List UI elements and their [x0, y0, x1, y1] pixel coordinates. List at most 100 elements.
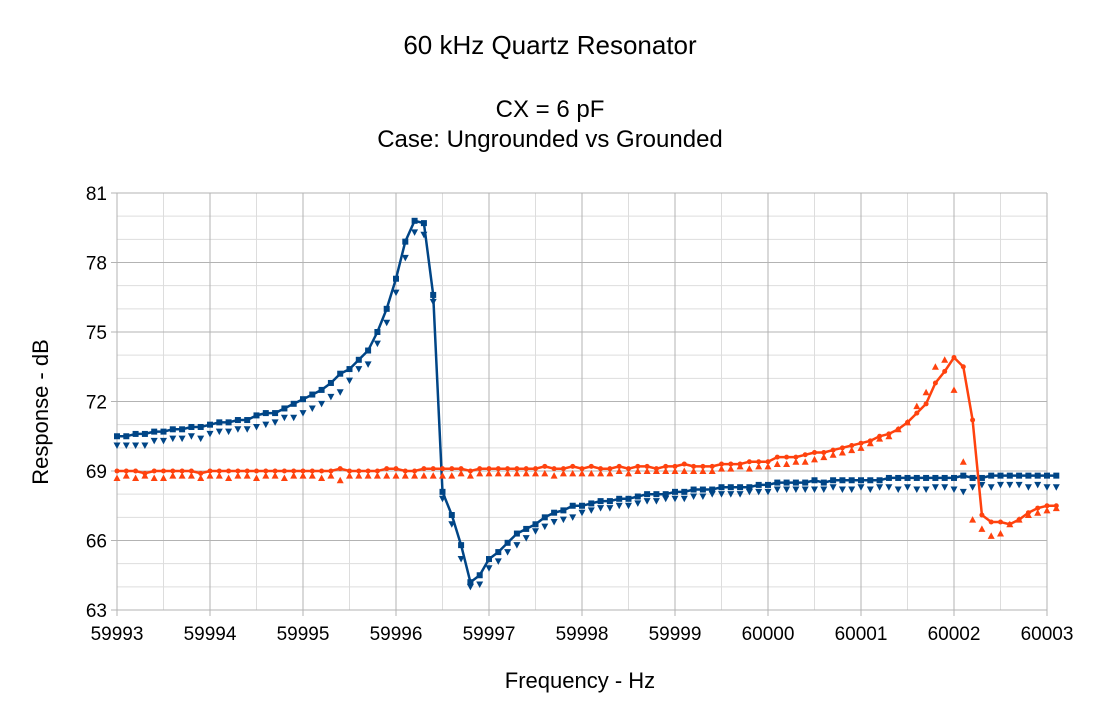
- data-point-triangle-down: [801, 486, 809, 494]
- data-point-triangle-up: [234, 472, 242, 479]
- data-point-dot: [226, 468, 232, 474]
- data-point-triangle-up: [997, 530, 1004, 537]
- data-point-square: [932, 474, 939, 481]
- data-point-triangle-up: [755, 462, 763, 470]
- data-point-triangle-down: [1006, 481, 1014, 489]
- series-3: [113, 356, 1060, 539]
- data-point-triangle-up: [494, 469, 502, 477]
- y-tick-label: 66: [86, 532, 107, 553]
- data-point-triangle-down: [513, 542, 521, 549]
- data-point-triangle-down: [1052, 484, 1060, 491]
- data-point-square: [458, 542, 465, 549]
- data-point-square: [858, 477, 864, 484]
- data-point-triangle-up: [941, 356, 949, 363]
- data-point-square: [216, 419, 223, 426]
- y-tick-label: 72: [86, 393, 107, 414]
- data-point-triangle-up: [485, 469, 493, 477]
- data-point-dot: [300, 468, 306, 474]
- data-point-triangle-down: [1043, 484, 1051, 491]
- series-line: [117, 356, 1057, 526]
- data-point-square: [746, 484, 753, 491]
- data-point-triangle-up: [680, 467, 688, 474]
- data-point-square: [913, 474, 920, 481]
- data-point-triangle-down: [1034, 481, 1042, 489]
- data-point-square: [225, 419, 232, 426]
- data-point-dot: [356, 468, 362, 474]
- data-point-square: [151, 428, 158, 435]
- data-point-triangle-up: [132, 474, 140, 481]
- data-point-triangle-down: [504, 549, 512, 556]
- data-point-triangle-up: [420, 472, 428, 479]
- data-point-square: [179, 426, 186, 433]
- series-1: [113, 229, 1060, 591]
- data-point-triangle-up: [727, 465, 735, 472]
- data-point-dot: [700, 463, 706, 469]
- data-point-square: [383, 305, 390, 312]
- data-point-square: [885, 474, 892, 481]
- data-point-triangle-up: [299, 472, 307, 479]
- data-point-square: [439, 488, 446, 495]
- data-point-triangle-down: [671, 495, 679, 503]
- data-point-triangle-up: [615, 467, 623, 474]
- data-point-dot: [123, 468, 129, 474]
- data-point-triangle-down: [308, 405, 316, 412]
- data-point-square: [579, 502, 585, 509]
- data-point-triangle-up: [931, 363, 939, 370]
- data-point-triangle-up: [866, 439, 874, 447]
- y-tick-label: 81: [86, 184, 107, 205]
- data-point-triangle-up: [160, 474, 167, 481]
- data-point-triangle-down: [969, 484, 977, 491]
- data-point-triangle-down: [699, 493, 707, 500]
- data-point-triangle-down: [215, 428, 223, 436]
- data-point-square: [448, 512, 455, 519]
- data-point-triangle-down: [1024, 484, 1032, 491]
- data-point-dot: [914, 410, 920, 416]
- data-point-triangle-up: [671, 467, 679, 474]
- data-point-triangle-down: [680, 495, 688, 503]
- data-point-dot: [979, 512, 985, 518]
- data-point-dot: [793, 454, 799, 460]
- data-point-square: [411, 217, 418, 224]
- data-point-triangle-up: [327, 472, 335, 479]
- data-point-square: [374, 329, 381, 335]
- data-point-triangle-up: [290, 472, 298, 479]
- data-point-square: [625, 495, 632, 502]
- data-point-triangle-down: [225, 428, 233, 436]
- data-point-triangle-up: [1043, 506, 1051, 514]
- data-point-dot: [765, 459, 771, 465]
- data-point-dot: [1044, 503, 1050, 509]
- data-point-dot: [635, 463, 641, 469]
- data-point-dot: [681, 461, 687, 467]
- data-point-dot: [430, 466, 436, 472]
- data-point-dot: [505, 466, 511, 472]
- data-point-triangle-down: [243, 426, 251, 433]
- data-point-triangle-down: [150, 437, 158, 445]
- data-point-square: [690, 486, 697, 493]
- data-point-triangle-up: [922, 388, 930, 396]
- data-point-dot: [709, 463, 715, 469]
- data-point-square: [876, 477, 883, 484]
- data-point-triangle-down: [662, 495, 670, 503]
- data-point-triangle-up: [187, 472, 195, 479]
- data-point-dot: [188, 468, 194, 474]
- data-point-triangle-down: [392, 289, 400, 297]
- data-point-dot: [170, 468, 176, 474]
- data-point-dot: [319, 468, 325, 474]
- data-point-square: [188, 423, 195, 430]
- data-point-triangle-down: [931, 484, 939, 491]
- data-point-triangle-down: [355, 366, 363, 373]
- data-point-square: [244, 417, 251, 424]
- data-point-triangle-up: [1015, 516, 1023, 523]
- data-point-triangle-down: [132, 442, 140, 450]
- data-point-dot: [161, 468, 166, 474]
- data-point-dot: [839, 445, 845, 451]
- data-point-square: [802, 479, 809, 486]
- data-point-dot: [179, 468, 185, 474]
- data-point-dot: [374, 468, 380, 474]
- data-point-square: [234, 417, 241, 424]
- data-point-square: [1034, 472, 1041, 479]
- data-point-triangle-down: [457, 556, 465, 563]
- x-tick-label: 59995: [277, 624, 330, 645]
- data-point-triangle-down: [448, 521, 456, 528]
